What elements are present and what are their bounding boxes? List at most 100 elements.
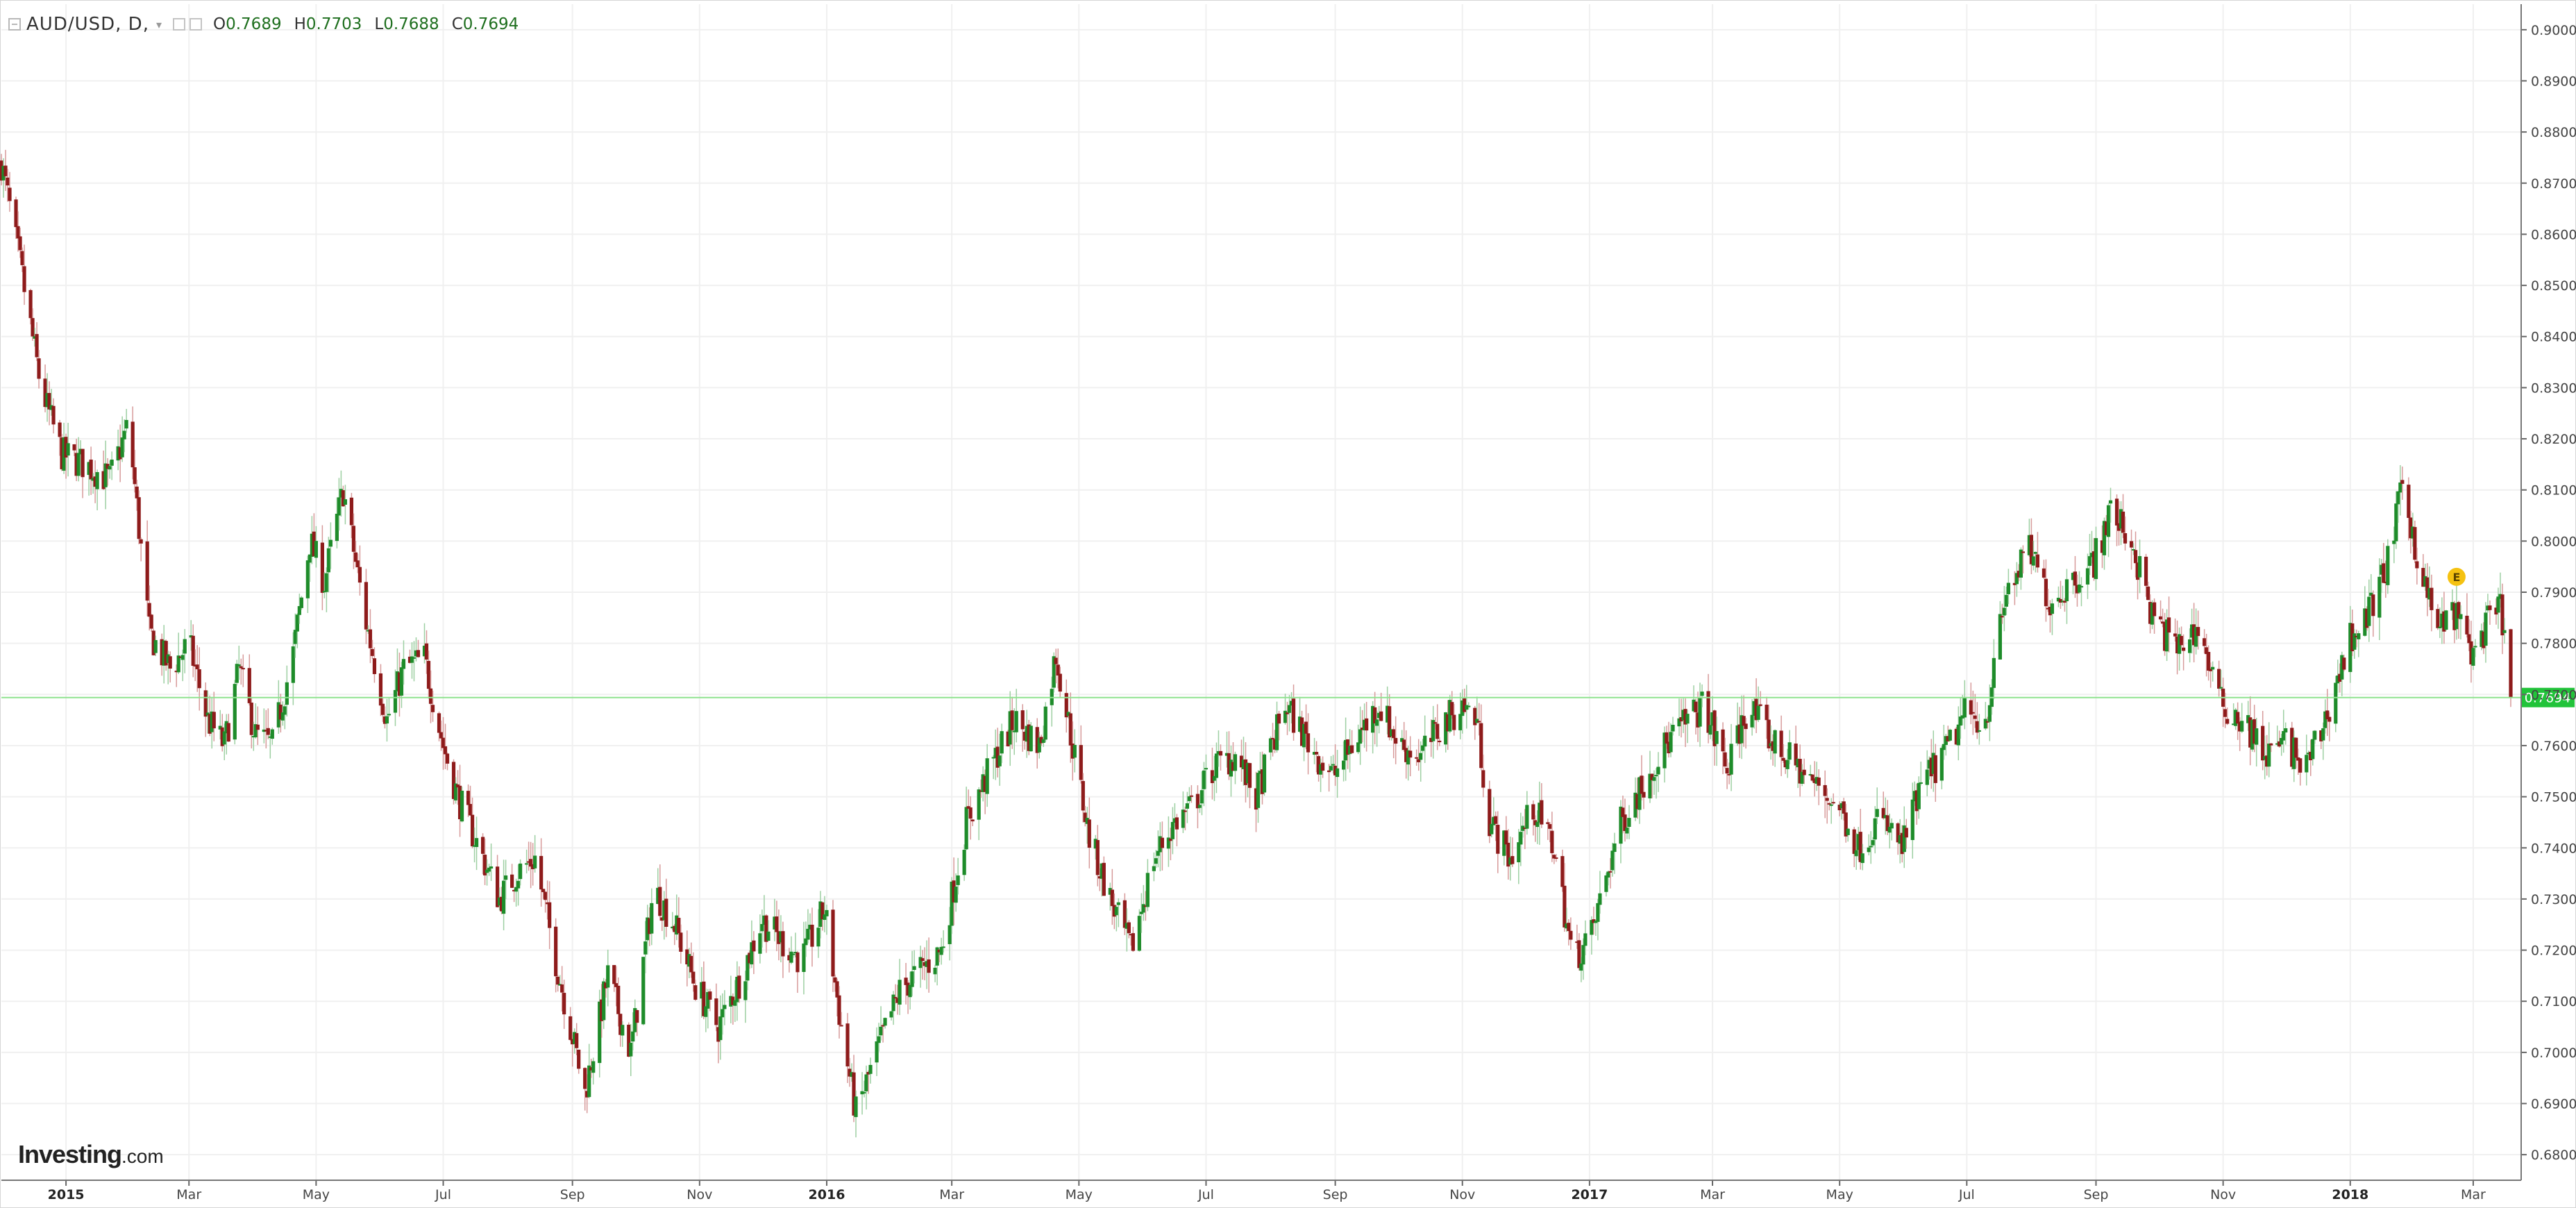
candle-body: [1481, 770, 1485, 788]
ohlc-low-value: 0.7688: [383, 15, 439, 33]
candle-body: [2386, 546, 2390, 585]
candle-body: [1125, 923, 1129, 929]
candle-body: [2175, 636, 2180, 654]
candle-body: [704, 1006, 708, 1017]
candle-body: [1233, 754, 1238, 771]
candle-body: [2223, 709, 2228, 717]
candle-body: [1129, 934, 1133, 936]
candle-body: [1358, 729, 1363, 744]
candle-body: [591, 1061, 596, 1073]
candle-body: [2452, 603, 2457, 630]
candle-body: [895, 998, 900, 1003]
symbol-label[interactable]: AUD/USD, D,: [26, 14, 149, 35]
candle-body: [1037, 737, 1041, 753]
candle-body: [2188, 639, 2192, 653]
candle-body: [1613, 843, 1617, 853]
candle-body: [1610, 850, 1615, 871]
candle-body: [602, 981, 606, 1021]
candle-body: [1569, 930, 1573, 940]
candle-body: [1417, 759, 1421, 762]
collapse-legend-icon[interactable]: [8, 18, 21, 31]
candle-body: [2292, 737, 2296, 769]
candle-body: [1388, 706, 1392, 738]
candle-body: [1056, 664, 1060, 676]
candle-body: [1202, 770, 1206, 789]
candle-body: [76, 453, 81, 476]
candle-body: [1665, 732, 1669, 744]
candle-body: [1375, 719, 1379, 726]
candle-body: [341, 490, 346, 507]
candle-body: [775, 916, 779, 932]
candle-body: [1085, 817, 1089, 824]
candle-body: [573, 1032, 577, 1044]
candle-body: [1152, 866, 1156, 871]
candle-body: [1823, 785, 1827, 796]
candle-body: [337, 497, 342, 516]
candle-body: [2325, 710, 2330, 720]
close-icon[interactable]: [190, 18, 202, 31]
candle-body: [1154, 858, 1158, 864]
candle-body: [1662, 732, 1667, 769]
candle-body: [37, 358, 41, 379]
candle-body: [2027, 535, 2032, 555]
candle-body: [2177, 634, 2182, 654]
candle-body: [2407, 485, 2411, 518]
candle-body: [1729, 744, 1733, 775]
candle-body: [378, 673, 383, 706]
candle-body: [47, 393, 51, 410]
candle-body: [1168, 838, 1172, 841]
candle-body: [2348, 623, 2352, 672]
candle-body: [1590, 920, 1594, 935]
candle-body: [1291, 698, 1296, 733]
candle-body: [1621, 807, 1625, 817]
candle-body: [629, 1042, 633, 1057]
candle-body: [160, 639, 164, 666]
candle-body: [1685, 714, 1690, 724]
ohlc-open-value: 0.7689: [226, 15, 282, 33]
investing-logo[interactable]: Investing.com: [18, 1140, 164, 1169]
candle-body: [8, 187, 12, 201]
candle-body: [1715, 731, 1719, 744]
candle-body: [1185, 803, 1190, 809]
candle-body: [2380, 564, 2384, 575]
candle-body: [212, 712, 216, 729]
candle-body: [441, 737, 446, 748]
candle-body: [1917, 782, 1921, 809]
candle-body: [2340, 655, 2344, 680]
candle-body: [2077, 584, 2082, 593]
candle-body: [1348, 746, 1352, 755]
candle-body: [410, 656, 414, 663]
event-marker-layer[interactable]: E: [2447, 567, 2466, 586]
candle-body: [1815, 777, 1819, 784]
candle-body: [673, 925, 677, 932]
candle-body: [2000, 616, 2004, 618]
candle-body: [2019, 549, 2023, 578]
candle-body: [1946, 736, 1950, 741]
candle-body: [908, 984, 912, 998]
x-tick-label: Mar: [176, 1187, 201, 1202]
ohlc-high-key: H: [294, 15, 306, 33]
candle-body: [368, 629, 373, 648]
candle-body: [439, 732, 444, 739]
settings-icon[interactable]: [173, 18, 185, 31]
event-marker-icon[interactable]: [2447, 567, 2466, 586]
candle-body: [1508, 857, 1513, 865]
candle-body: [328, 539, 332, 547]
candle-body: [525, 863, 529, 865]
chevron-down-icon[interactable]: ▾: [155, 17, 162, 31]
x-tick-label: Mar: [2461, 1187, 2486, 1202]
candle-body: [993, 748, 997, 759]
candle-body: [1625, 828, 1629, 834]
candle-body: [1268, 738, 1273, 753]
candle-body: [2294, 737, 2298, 758]
candle-body: [1199, 790, 1204, 804]
candle-body: [923, 962, 927, 966]
candle-body: [556, 976, 560, 985]
candle-body: [3, 165, 8, 176]
candle-body: [1436, 723, 1440, 739]
candle-body: [472, 845, 477, 847]
candle-body: [1677, 718, 1681, 727]
candle-body: [137, 497, 141, 539]
y-tick-label: 0.7500: [2531, 790, 2576, 805]
